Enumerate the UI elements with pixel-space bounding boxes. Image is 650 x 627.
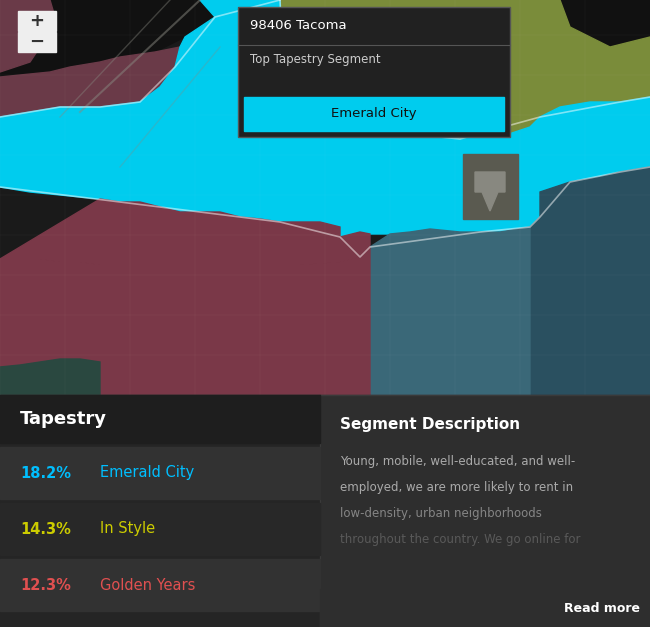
Polygon shape — [370, 227, 530, 395]
Text: In Style: In Style — [100, 522, 155, 537]
Text: 98406 Tacoma: 98406 Tacoma — [250, 19, 346, 32]
Text: Emerald City: Emerald City — [100, 465, 194, 480]
Polygon shape — [475, 172, 505, 211]
Text: Segment Description: Segment Description — [340, 418, 520, 433]
Text: Golden Years: Golden Years — [100, 577, 196, 593]
Bar — [463, 154, 518, 219]
Polygon shape — [0, 359, 100, 395]
Text: 14.3%: 14.3% — [20, 522, 71, 537]
Text: throughout the country. We go online for: throughout the country. We go online for — [340, 533, 580, 546]
Bar — [238, 7, 510, 137]
Bar — [0, 559, 320, 611]
Bar — [244, 97, 504, 131]
Bar — [320, 395, 650, 627]
Text: Emerald City: Emerald City — [332, 107, 417, 120]
Text: employed, we are more likely to rent in: employed, we are more likely to rent in — [340, 481, 573, 494]
Text: Tapestry: Tapestry — [20, 410, 107, 428]
Bar — [0, 447, 320, 499]
Bar — [0, 395, 320, 443]
Bar — [320, 589, 650, 627]
Text: Young, mobile, well-educated, and well-: Young, mobile, well-educated, and well- — [340, 455, 575, 468]
Bar — [238, 7, 510, 137]
Polygon shape — [530, 167, 650, 395]
Polygon shape — [560, 0, 650, 47]
Bar — [18, 32, 56, 52]
Bar — [0, 0, 650, 395]
Text: −: − — [29, 33, 45, 51]
Bar — [0, 395, 320, 627]
Text: low-density, urban neighborhoods: low-density, urban neighborhoods — [340, 507, 542, 520]
Text: Read more: Read more — [564, 603, 640, 616]
Polygon shape — [280, 0, 650, 139]
Polygon shape — [0, 199, 370, 265]
Bar — [0, 503, 320, 555]
Text: +: + — [29, 12, 44, 30]
Text: 18.2%: 18.2% — [20, 465, 71, 480]
Bar — [18, 11, 56, 31]
Polygon shape — [0, 0, 215, 77]
Polygon shape — [0, 247, 370, 395]
Polygon shape — [0, 0, 55, 72]
Text: 12.3%: 12.3% — [20, 577, 71, 593]
Polygon shape — [0, 47, 180, 117]
Polygon shape — [0, 0, 650, 237]
Text: Top Tapestry Segment: Top Tapestry Segment — [250, 53, 381, 66]
